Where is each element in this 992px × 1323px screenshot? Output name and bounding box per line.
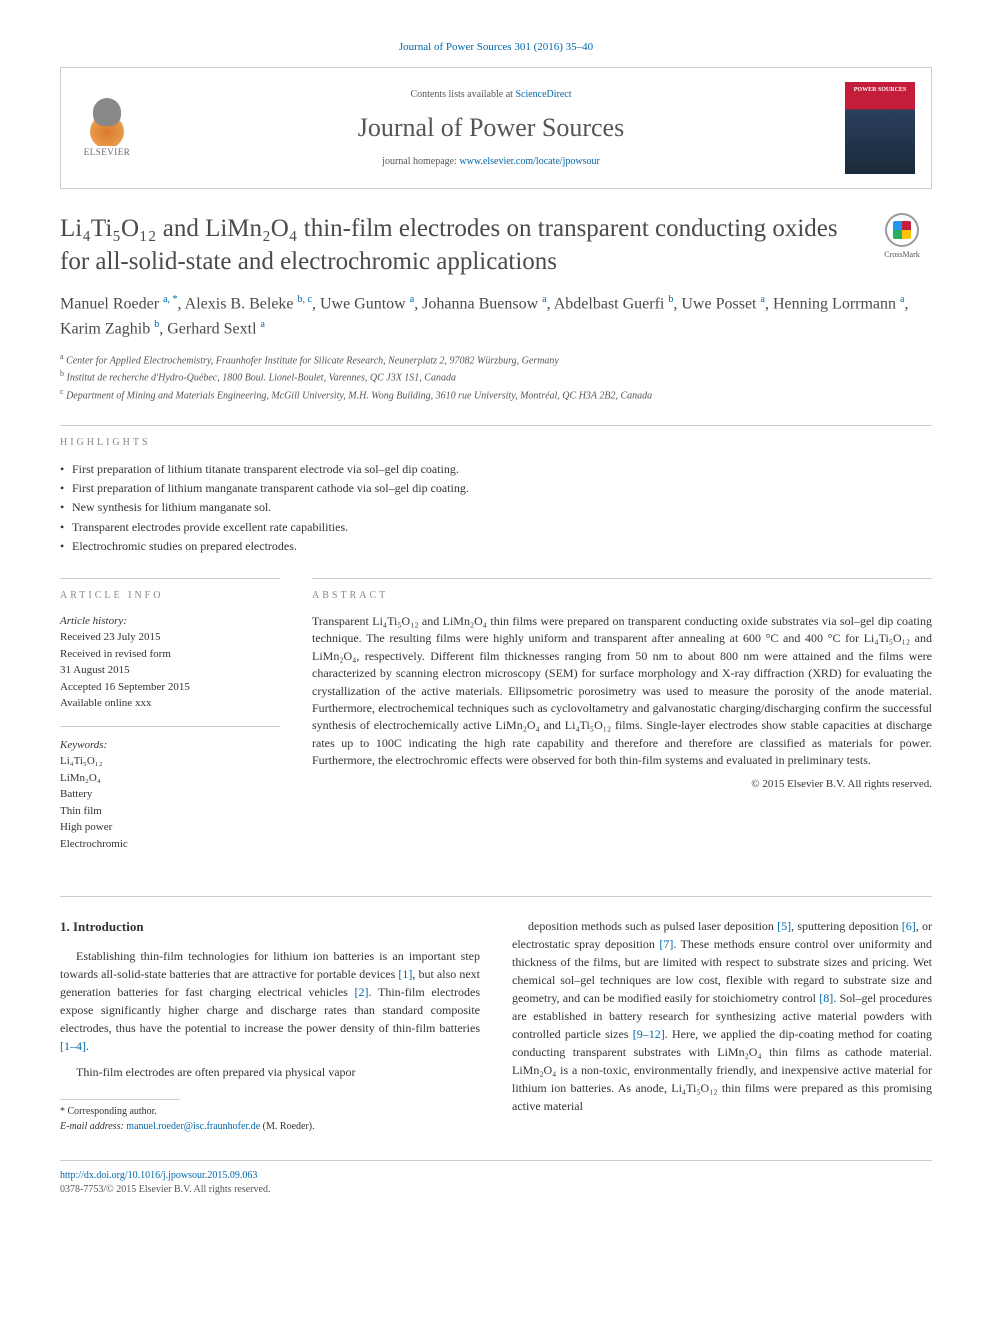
journal-name: Journal of Power Sources (157, 110, 825, 146)
highlights: First preparation of lithium titanate tr… (60, 460, 932, 556)
ref-2[interactable]: [2] (355, 985, 369, 999)
contents-available: Contents lists available at ScienceDirec… (157, 88, 825, 102)
ref-7[interactable]: [7] (659, 937, 673, 951)
email-link[interactable]: manuel.roeder@isc.fraunhofer.de (126, 1121, 260, 1132)
history-label: Article history: (60, 615, 127, 627)
authors: Manuel Roeder a, *, Alexis B. Beleke b, … (60, 292, 932, 341)
journal-header: ELSEVIER Contents lists available at Sci… (60, 67, 932, 189)
doi-link[interactable]: http://dx.doi.org/10.1016/j.jpowsour.201… (60, 1170, 257, 1181)
intro-heading: 1. Introduction (60, 917, 480, 937)
homepage-link[interactable]: www.elsevier.com/locate/jpowsour (459, 156, 599, 167)
homepage-prefix: journal homepage: (382, 156, 459, 167)
citation-ref: Journal of Power Sources 301 (2016) 35–4… (60, 40, 932, 55)
corresponding-label: * Corresponding author. (60, 1104, 480, 1119)
body-text: 1. Introduction Establishing thin-film t… (60, 917, 932, 1134)
sciencedirect-link[interactable]: ScienceDirect (515, 89, 571, 100)
abstract-column: ABSTRACT Transparent Li₄Ti₅O₁₂ and LiMn₂… (312, 578, 932, 867)
keywords-list: Li₄Ti₅O₁₂LiMn₂O₄BatteryThin filmHigh pow… (60, 755, 128, 850)
email-label: E-mail address: (60, 1121, 126, 1132)
crossmark-label: CrossMark (884, 249, 920, 260)
intro-p2: Thin-film electrodes are often prepared … (60, 1063, 480, 1081)
highlight-item: First preparation of lithium manganate t… (60, 479, 932, 498)
corresponding-author: * Corresponding author. E-mail address: … (60, 1099, 480, 1134)
email-who: (M. Roeder). (260, 1121, 314, 1132)
highlight-item: New synthesis for lithium manganate sol. (60, 498, 932, 517)
abstract-label: ABSTRACT (312, 589, 932, 603)
history-lines: Received 23 July 2015Received in revised… (60, 631, 190, 709)
ref-1[interactable]: [1] (398, 967, 412, 981)
contents-prefix: Contents lists available at (410, 89, 515, 100)
elsevier-label: ELSEVIER (84, 146, 131, 159)
ref-6[interactable]: [6] (902, 919, 916, 933)
intro-p3: deposition methods such as pulsed laser … (512, 917, 932, 1115)
crossmark-icon (885, 213, 919, 247)
article-title: Li₄Ti₅O₁₂ and LiMn₂O₄ thin-film electrod… (60, 213, 858, 278)
highlight-item: Electrochromic studies on prepared elect… (60, 537, 932, 556)
article-info: ARTICLE INFO Article history: Received 2… (60, 578, 280, 867)
elsevier-logo: ELSEVIER (77, 95, 137, 161)
keywords-label: Keywords: (60, 739, 107, 751)
highlight-item: Transparent electrodes provide excellent… (60, 518, 932, 537)
intro-p1: Establishing thin-film technologies for … (60, 947, 480, 1055)
elsevier-tree-icon (83, 98, 131, 146)
abstract-text: Transparent Li₄Ti₅O₁₂ and LiMn₂O₄ thin f… (312, 613, 932, 770)
copyright: © 2015 Elsevier B.V. All rights reserved… (312, 777, 932, 792)
affiliations: a Center for Applied Electrochemistry, F… (60, 351, 932, 403)
article-info-label: ARTICLE INFO (60, 589, 280, 603)
journal-homepage: journal homepage: www.elsevier.com/locat… (157, 155, 825, 169)
ref-5[interactable]: [5] (777, 919, 791, 933)
issn-line: 0378-7753/© 2015 Elsevier B.V. All right… (60, 1184, 270, 1195)
ref-1-4[interactable]: [1–4] (60, 1039, 86, 1053)
ref-9-12[interactable]: [9–12] (633, 1027, 665, 1041)
crossmark-badge[interactable]: CrossMark (872, 213, 932, 260)
highlights-label: HIGHLIGHTS (60, 425, 932, 450)
journal-cover-icon (845, 82, 915, 174)
footer: http://dx.doi.org/10.1016/j.jpowsour.201… (60, 1160, 932, 1197)
highlight-item: First preparation of lithium titanate tr… (60, 460, 932, 479)
ref-8[interactable]: [8] (819, 991, 833, 1005)
